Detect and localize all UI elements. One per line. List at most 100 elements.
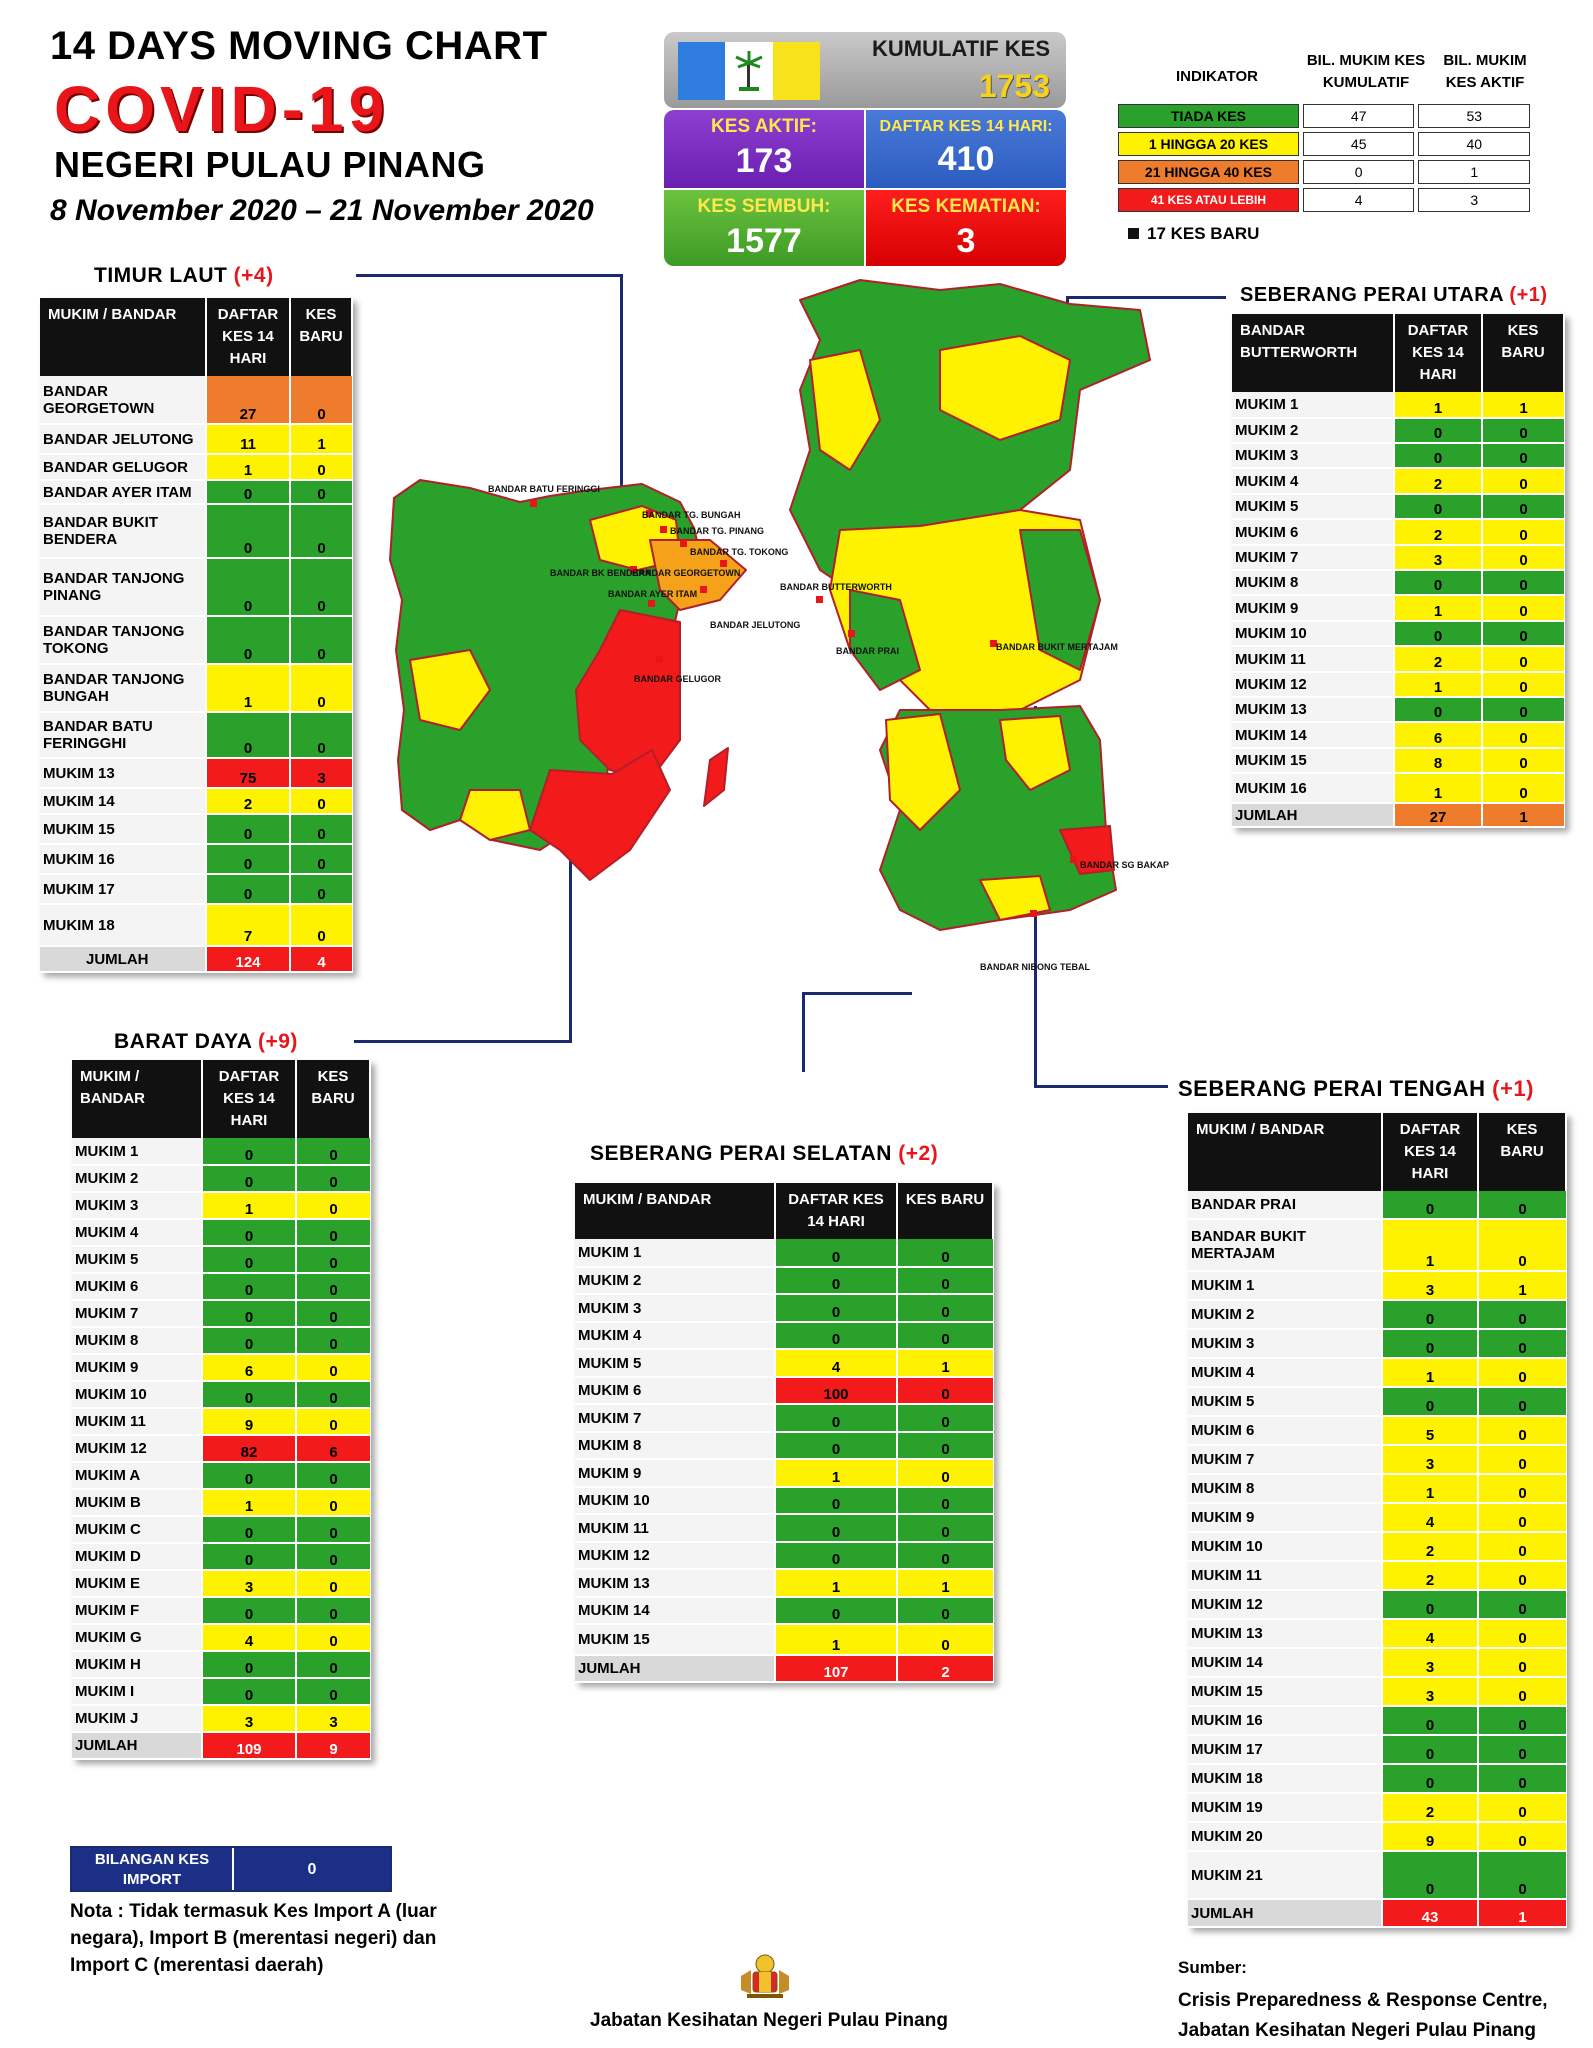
table-row: MUKIM 11 2 0 (1188, 1561, 1566, 1591)
table-row: MUKIM 14 2 0 (40, 788, 352, 815)
connector-line (620, 274, 623, 536)
cases-14-days: 0 (774, 1432, 897, 1460)
new-cases: 0 (295, 1219, 370, 1247)
row-name: MUKIM 7 (1232, 545, 1394, 571)
row-name: MUKIM 17 (1188, 1735, 1382, 1765)
cases-14-days: 0 (1381, 1735, 1478, 1765)
row-name: MUKIM 14 (575, 1597, 775, 1625)
table-row: BANDAR TANJONG TOKONG 0 0 (40, 616, 352, 665)
row-name: MUKIM 20 (1188, 1822, 1382, 1852)
legend-row-cumulative: 0 (1302, 160, 1415, 184)
new-cases: 0 (1477, 1474, 1566, 1504)
import-cases-box: BILANGAN KES IMPORT 0 (70, 1846, 392, 1892)
new-cases: 0 (1481, 545, 1564, 571)
new-cases: 0 (896, 1267, 993, 1295)
column-header: KES BARU (296, 1060, 371, 1138)
new-cases: 0 (1481, 722, 1564, 749)
new-cases: 0 (896, 1322, 993, 1350)
table-header-row: MUKIM / BANDAR DAFTAR KES 14 HARI KES BARU (72, 1060, 371, 1138)
cases-14-days: 0 (201, 1543, 296, 1571)
row-name: MUKIM D (72, 1543, 202, 1571)
row-name: MUKIM I (72, 1678, 202, 1706)
row-name: BANDAR PRAI (1188, 1191, 1382, 1220)
new-cases: 0 (1477, 1416, 1566, 1446)
table-row: MUKIM 17 0 0 (40, 874, 352, 905)
row-name: MUKIM 3 (1232, 443, 1394, 469)
row-name: MUKIM 11 (72, 1408, 202, 1436)
cases-14-days: 2 (1393, 519, 1482, 546)
legend-row-cumulative: 47 (1302, 104, 1415, 128)
new-cases: 1 (289, 424, 352, 455)
new-cases: 0 (289, 558, 352, 617)
table-row: MUKIM 16 1 0 (1232, 773, 1564, 804)
new-cases: 0 (896, 1239, 993, 1268)
cases-14-days: 0 (1381, 1300, 1478, 1330)
georgetown-orange-region (649, 539, 747, 611)
row-name: MUKIM 18 (40, 904, 206, 947)
header-covid-title: COVID-19 (54, 73, 390, 145)
row-name: MUKIM 5 (575, 1349, 775, 1378)
row-name: JUMLAH (575, 1655, 775, 1683)
cases-14-days: 2 (1381, 1561, 1478, 1591)
table-row: MUKIM 6 100 0 (575, 1377, 993, 1405)
import-label: BILANGAN KES IMPORT (72, 1848, 232, 1890)
table-row: MUKIM 16 0 0 (1188, 1706, 1566, 1736)
new-cases: 0 (1477, 1677, 1566, 1707)
new-cases: 0 (1477, 1822, 1566, 1852)
new-cases: 0 (295, 1246, 370, 1274)
new-cases: 0 (1477, 1300, 1566, 1330)
cases-14-days: 3 (201, 1705, 296, 1733)
cases-14-days: 2 (1381, 1793, 1478, 1823)
new-cases: 0 (295, 1300, 370, 1328)
timur-laut-plus: (+4) (233, 264, 274, 287)
cases-14-days: 27 (1393, 803, 1482, 828)
cumulative-label: KUMULATIF KES (871, 36, 1050, 61)
cases-14-days: 6 (201, 1354, 296, 1382)
footer-source-line1: Crisis Preparedness & Response Centre, (1178, 1990, 1548, 2011)
cases-14-days: 0 (201, 1651, 296, 1679)
new-cases: 0 (289, 814, 352, 845)
row-name: MUKIM 4 (1232, 468, 1394, 495)
cases-14-days: 0 (201, 1165, 296, 1193)
legend-row-label: 1 HINGGA 20 KES (1118, 132, 1299, 156)
barat-daya-title: BARAT DAYA (+9) (114, 1030, 298, 1054)
mainland-yellow-north-west (809, 349, 881, 471)
cases-14-days: 0 (205, 712, 290, 759)
row-name: MUKIM 10 (72, 1381, 202, 1409)
row-name: MUKIM 14 (1232, 722, 1394, 749)
new-cases: 0 (1477, 1532, 1566, 1562)
cases-14-days: 100 (774, 1377, 897, 1405)
new-cases: 3 (295, 1705, 370, 1733)
row-name: MUKIM 16 (1232, 773, 1394, 804)
connector-line (1066, 296, 1226, 299)
cases-14-days: 0 (201, 1246, 296, 1274)
new-cases: 0 (1477, 1561, 1566, 1591)
cases-14-days: 7 (205, 904, 290, 947)
new-cases: 0 (896, 1542, 993, 1570)
mainland-south-yellow2 (999, 715, 1071, 791)
square-bullet-icon (1128, 228, 1139, 239)
cases-14-days: 0 (1381, 1191, 1478, 1220)
new-cases: 0 (1481, 494, 1564, 520)
cases-14-days: 0 (774, 1404, 897, 1433)
map-label-gelugor: BANDAR GELUGOR (634, 674, 721, 684)
footer-source: Crisis Preparedness & Response Centre, J… (1178, 1986, 1548, 2046)
row-name: MUKIM 14 (40, 788, 206, 815)
cases-14-days: 1 (1393, 773, 1482, 804)
table-row: MUKIM 21 0 0 (1188, 1851, 1566, 1900)
header-state-title: NEGERI PULAU PINANG (54, 144, 486, 185)
row-name: MUKIM E (72, 1570, 202, 1598)
table-row: BANDAR TANJONG PINANG 0 0 (40, 558, 352, 617)
active-cases-tile: KES AKTIF: 173 (664, 110, 864, 188)
new-cases: 0 (1481, 519, 1564, 546)
new-cases: 0 (896, 1514, 993, 1543)
map-label-sg-bakap: BANDAR SG BAKAP (1080, 860, 1169, 870)
